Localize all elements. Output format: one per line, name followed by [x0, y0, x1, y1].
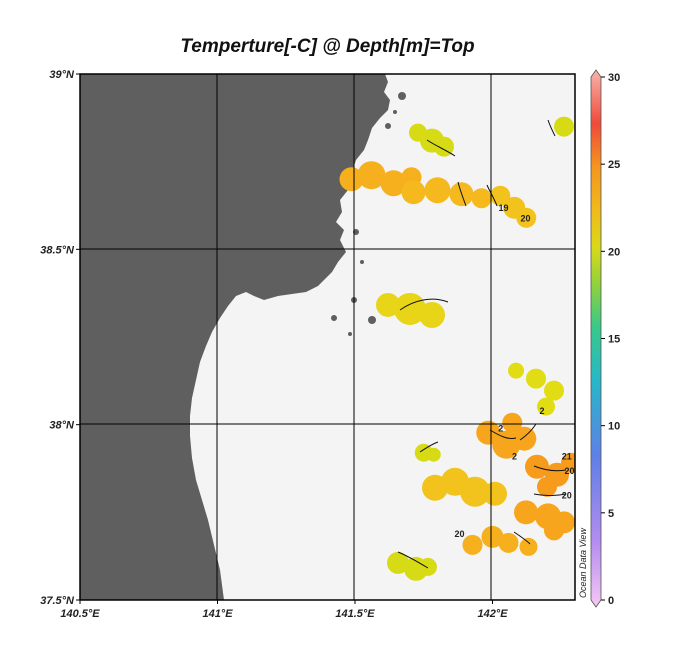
colorbar-tick: 25 — [601, 159, 620, 171]
temp-patch — [462, 525, 538, 556]
lon-tick: 141.5°E — [335, 600, 375, 620]
temp-patch — [339, 161, 422, 197]
lat-tick: 37.5°N — [40, 595, 80, 607]
lon-tick-label: 141.5°E — [335, 608, 375, 620]
colorbar-tick-label: 15 — [608, 334, 620, 346]
lat-tick: 38°N — [49, 420, 80, 432]
colorbar-tick-label: 10 — [608, 421, 620, 433]
lat-tick-label: 37.5°N — [40, 595, 75, 607]
lat-tick-label: 39°N — [49, 69, 75, 81]
graticule — [80, 74, 575, 600]
contour-label: 20 — [454, 529, 464, 539]
land-mass — [80, 74, 390, 600]
temp-patch — [508, 362, 564, 416]
lat-tick: 39°N — [49, 69, 80, 81]
colorbar-tick: 15 — [601, 334, 620, 346]
contour-label: 2 — [498, 424, 503, 434]
contour-label: 2 — [539, 406, 544, 416]
colorbar-tick-label: 30 — [608, 72, 620, 84]
lon-tick-label: 140.5°E — [60, 608, 100, 620]
colorbar-tick: 5 — [601, 508, 614, 520]
temp-patch — [422, 467, 507, 507]
colorbar-tick-label: 20 — [608, 246, 620, 258]
temp-patch — [401, 177, 492, 209]
lon-tick: 142°E — [477, 600, 508, 620]
lon-tick: 140.5°E — [60, 600, 100, 620]
colorbar-tick: 30 — [601, 72, 620, 84]
contour-label: 20 — [562, 490, 572, 500]
colorbar-body — [590, 69, 602, 608]
colorbar: 30 25 20 15 10 5 0 Ocean Data View — [578, 69, 620, 608]
temp-patch — [554, 116, 574, 137]
temp-patch — [525, 452, 575, 497]
temp-patch — [409, 123, 454, 157]
lat-tick-label: 38°N — [49, 420, 75, 432]
odv-credit: Ocean Data View — [578, 528, 588, 598]
colorbar-tick: 10 — [601, 421, 620, 433]
lon-tick: 141°E — [202, 600, 233, 620]
temp-patch — [476, 412, 537, 459]
contour-label: 20 — [564, 466, 574, 476]
temp-patch — [514, 500, 575, 541]
contour-label: 19 — [498, 203, 508, 213]
lon-tick-label: 141°E — [202, 608, 233, 620]
colorbar-tick-label: 5 — [608, 508, 614, 520]
contour-label: 20 — [520, 213, 530, 223]
map-frame — [79, 73, 576, 601]
lon-tick-label: 142°E — [477, 608, 508, 620]
colorbar-tick: 0 — [601, 595, 614, 607]
contour-label: 21 — [562, 452, 572, 462]
lat-tick-label: 38.5°N — [40, 244, 75, 256]
temperature-patches — [339, 116, 575, 581]
colorbar-tick-label: 25 — [608, 159, 620, 171]
contour-label: 2 — [512, 452, 517, 462]
colorbar-tick: 20 — [601, 246, 620, 258]
isotherm-lines — [397, 119, 567, 569]
temp-patch — [387, 551, 437, 581]
lat-tick: 38.5°N — [40, 244, 80, 256]
colorbar-tick-label: 0 — [608, 595, 614, 607]
page-title: Temperture[-C] @ Depth[m]=Top — [180, 36, 475, 57]
temp-patch — [414, 443, 441, 462]
latitude-ticks: 39°N 38.5°N 38°N 37.5°N — [40, 69, 80, 607]
colorbar-ticks: 30 25 20 15 10 5 0 — [601, 72, 620, 607]
longitude-ticks: 140.5°E 141°E 141.5°E 142°E — [60, 600, 508, 620]
